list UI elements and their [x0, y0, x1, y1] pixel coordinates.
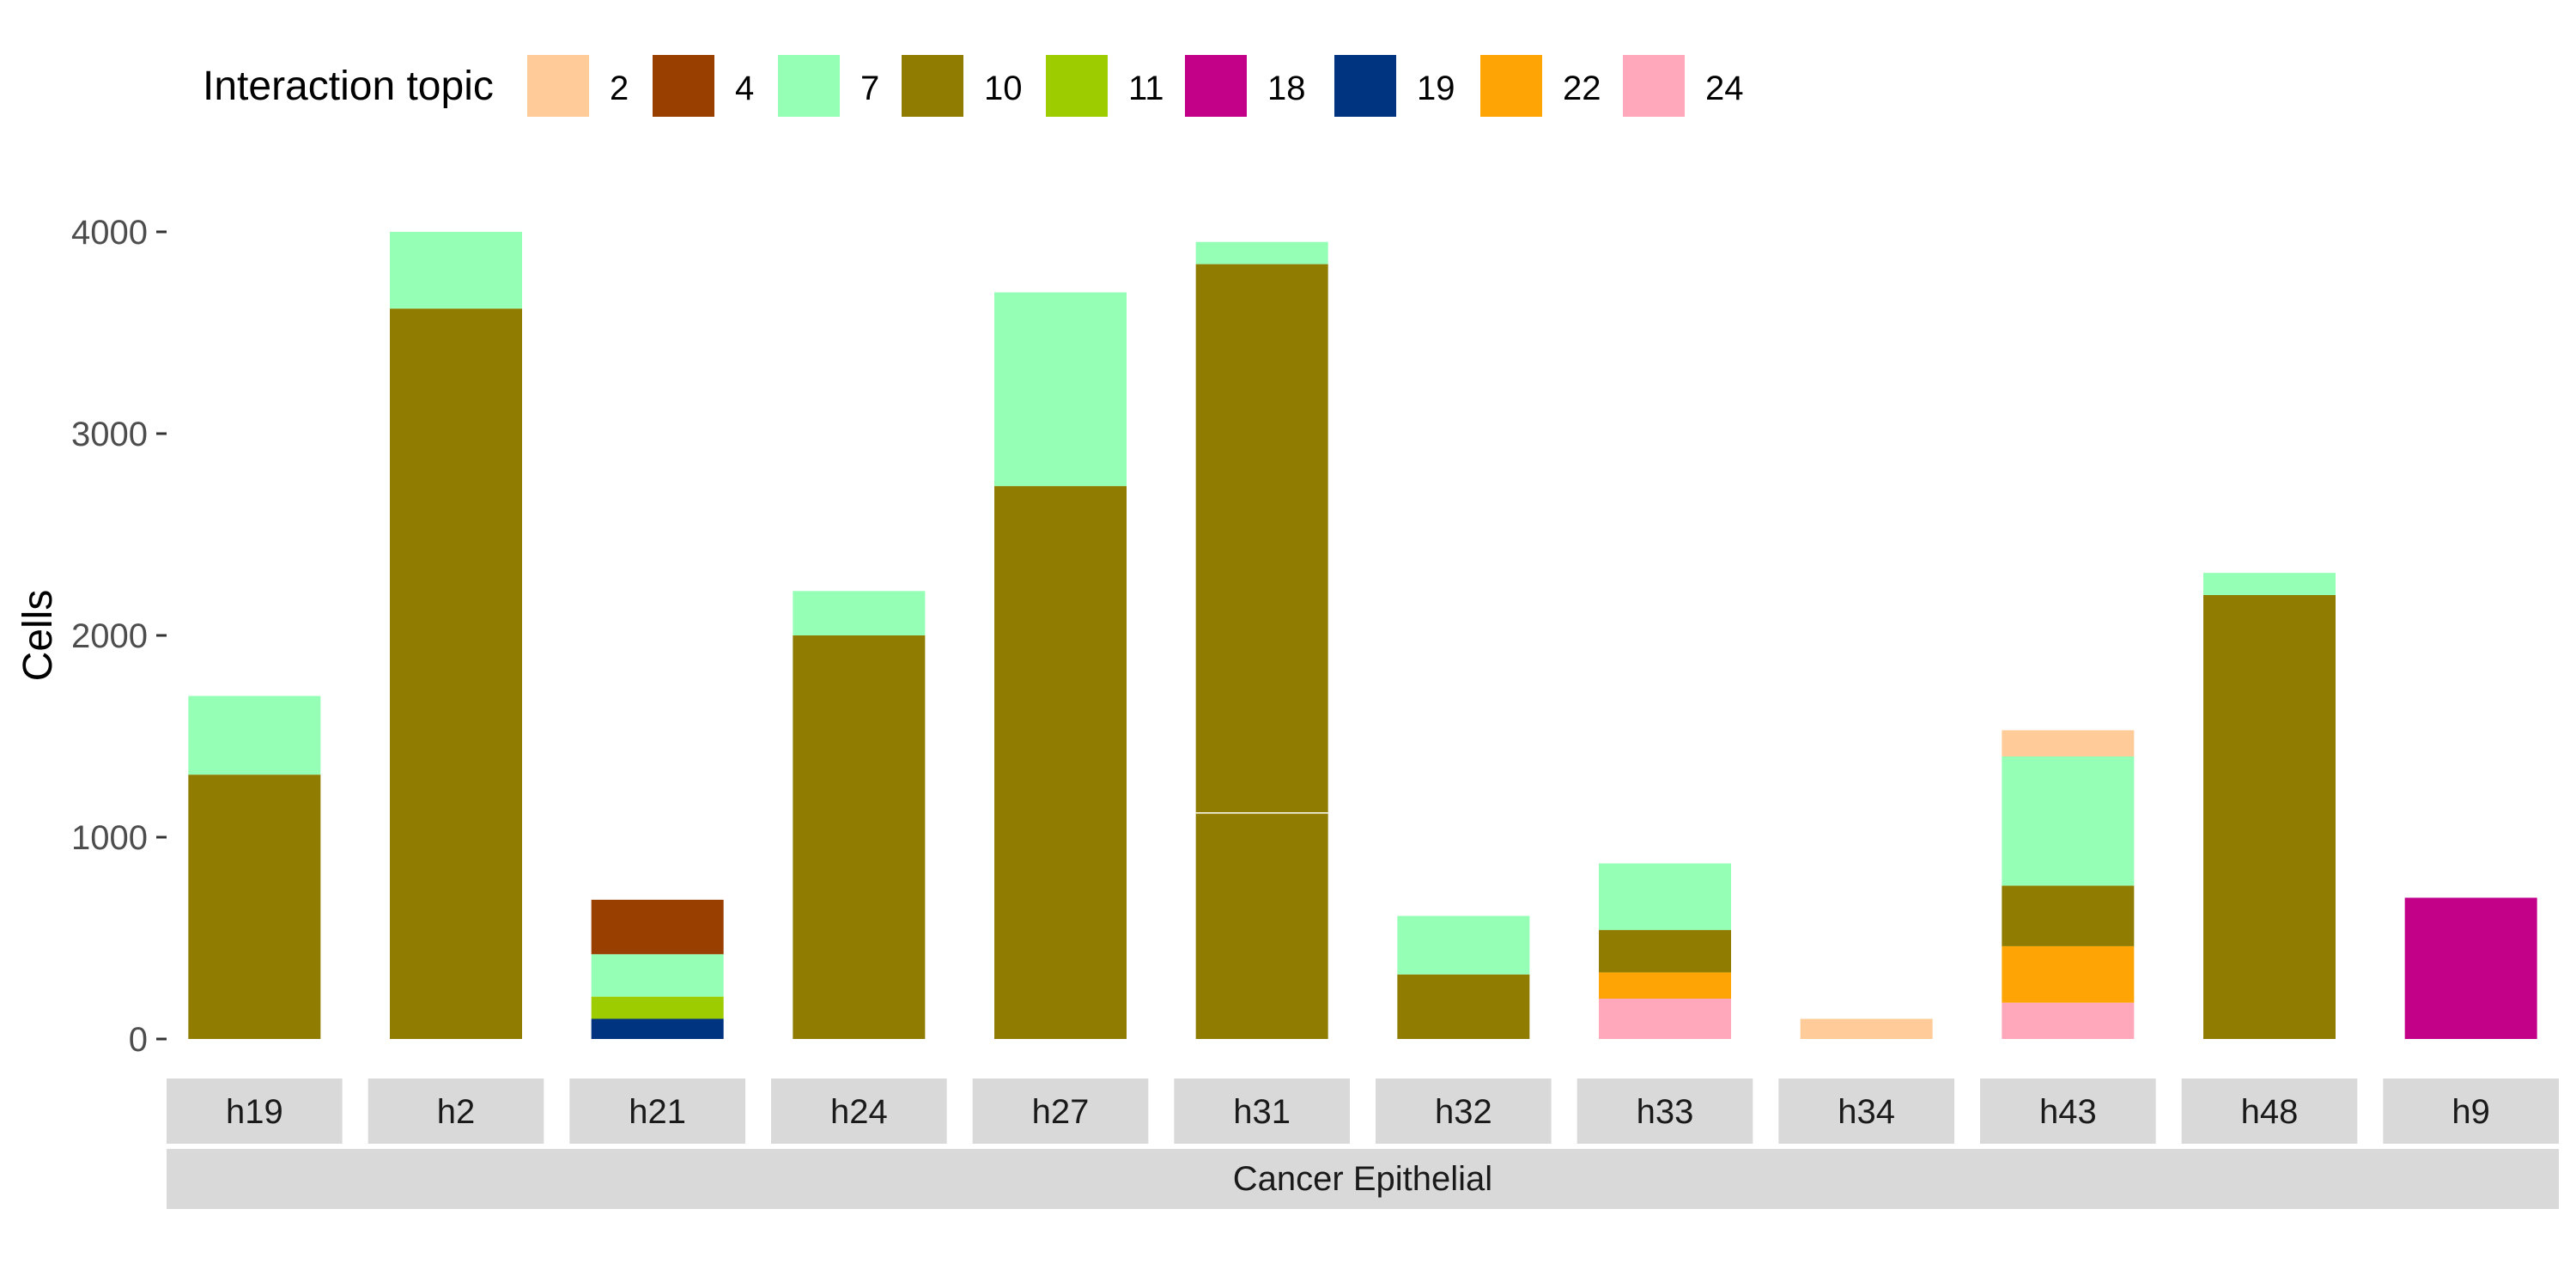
bar-h32-segment-0-topic-10 — [1397, 974, 1530, 1039]
bar-h9-segment-0-topic-18 — [2404, 897, 2537, 1039]
bar-h33-segment-2-topic-10 — [1599, 930, 1731, 973]
bars — [188, 232, 2537, 1039]
bar-h33-segment-3-topic-7 — [1599, 863, 1731, 931]
y-tick-label-3000: 3000 — [71, 416, 148, 453]
bar-h31-segment-1-topic-10 — [1195, 264, 1328, 813]
y-axis: 0 1000 2000 3000 4000 — [71, 214, 167, 1059]
strip-h32 — [1376, 1078, 1552, 1144]
legend-label-11: 11 — [1128, 70, 1164, 107]
legend-label-18: 18 — [1267, 70, 1306, 107]
strip-h19 — [167, 1078, 343, 1144]
y-tick-label-1000: 1000 — [71, 819, 148, 857]
bar-h48-segment-1-topic-7 — [2203, 573, 2336, 595]
legend-key-19 — [1334, 55, 1396, 117]
legend-label-10: 10 — [984, 70, 1023, 107]
bar-h33-segment-0-topic-24 — [1599, 999, 1731, 1039]
legend-key-2 — [527, 55, 589, 117]
strip-label-h34: h34 — [1838, 1093, 1895, 1131]
legend: Interaction topic 2 4 7 10 11 18 19 22 24 — [203, 55, 1744, 117]
strip-label-h43: h43 — [2039, 1093, 2097, 1131]
legend-title: Interaction topic — [203, 64, 494, 109]
legend-key-18 — [1185, 55, 1247, 117]
bar-h19-segment-0-topic-10 — [188, 775, 321, 1039]
strip-label-h31: h31 — [1233, 1093, 1291, 1131]
facet-strip-background — [167, 1149, 2559, 1209]
strip-label-h24: h24 — [830, 1093, 888, 1131]
bar-h21-segment-0-topic-19 — [591, 1018, 724, 1039]
strip-h43 — [1980, 1078, 2156, 1144]
strip-label-h19: h19 — [226, 1093, 283, 1131]
strip-label-h33: h33 — [1637, 1093, 1694, 1131]
bar-h31-segment-2-topic-7 — [1195, 241, 1328, 264]
legend-label-4: 4 — [735, 70, 754, 107]
strip-h21 — [569, 1078, 745, 1144]
bar-h21-segment-3-topic-4 — [591, 899, 724, 955]
legend-key-11 — [1046, 55, 1108, 117]
bar-h21-segment-1-topic-11 — [591, 996, 724, 1019]
y-tick-label-4000: 4000 — [71, 214, 148, 252]
bar-h43-segment-4-topic-2 — [2002, 730, 2135, 756]
bar-h43-segment-1-topic-22 — [2002, 945, 2135, 1003]
bar-h32-segment-1-topic-7 — [1397, 915, 1530, 975]
legend-label-19: 19 — [1417, 70, 1455, 107]
bar-h19-segment-1-topic-7 — [188, 696, 321, 775]
strip-label-h2: h2 — [437, 1093, 476, 1131]
bar-h24-segment-1-topic-7 — [793, 591, 926, 635]
legend-key-10 — [902, 55, 963, 117]
strip-h33 — [1577, 1078, 1753, 1144]
legend-label-22: 22 — [1563, 70, 1601, 107]
legend-key-24 — [1623, 55, 1685, 117]
strip-label-h21: h21 — [629, 1093, 686, 1131]
bar-h43-segment-2-topic-10 — [2002, 885, 2135, 946]
bar-h43-segment-3-topic-7 — [2002, 756, 2135, 886]
facet-strip-label: Cancer Epithelial — [1233, 1160, 1492, 1198]
legend-key-7 — [778, 55, 840, 117]
strip-h9 — [2383, 1078, 2559, 1144]
bar-h48-segment-0-topic-10 — [2203, 595, 2336, 1039]
y-axis-title: Cells — [15, 590, 61, 682]
strip-h24 — [771, 1078, 947, 1144]
strip-label-h27: h27 — [1032, 1093, 1090, 1131]
legend-label-7: 7 — [860, 70, 879, 107]
bar-h34-segment-0-topic-2 — [1800, 1018, 1933, 1039]
bar-h27-segment-1-topic-7 — [994, 292, 1127, 487]
bar-h33-segment-1-topic-22 — [1599, 972, 1731, 999]
strip-h27 — [972, 1078, 1149, 1144]
bar-h24-segment-0-topic-10 — [793, 635, 926, 1039]
bar-h43-segment-0-topic-24 — [2002, 1002, 2135, 1039]
bar-h21-segment-2-topic-7 — [591, 954, 724, 997]
legend-key-22 — [1480, 55, 1542, 117]
strip-h31 — [1174, 1078, 1350, 1144]
facet-strips: Cancer Epithelial h19 h2 h21 h24 h27 h31 h32 h3… — [167, 1078, 2559, 1209]
strip-label-h48: h48 — [2241, 1093, 2299, 1131]
bar-h31-segment-0-topic-10 — [1195, 812, 1328, 1039]
legend-label-2: 2 — [610, 70, 629, 107]
bar-h2-segment-0-topic-10 — [390, 308, 522, 1039]
strip-label-h9: h9 — [2451, 1093, 2490, 1131]
legend-key-4 — [653, 55, 714, 117]
strip-h48 — [2181, 1078, 2358, 1144]
y-tick-label-0: 0 — [129, 1021, 148, 1059]
legend-label-24: 24 — [1705, 70, 1744, 107]
strip-h2 — [368, 1078, 544, 1144]
strip-h34 — [1778, 1078, 1954, 1144]
bar-h27-segment-0-topic-10 — [994, 486, 1127, 1039]
bar-h2-segment-1-topic-7 — [390, 232, 522, 309]
strip-label-h32: h32 — [1435, 1093, 1492, 1131]
y-tick-label-2000: 2000 — [71, 617, 148, 655]
